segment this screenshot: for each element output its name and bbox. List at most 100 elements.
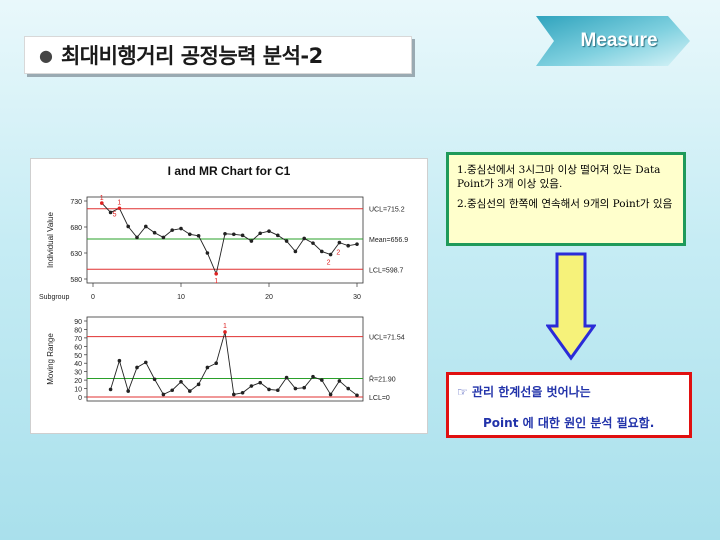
individual-ytick-label: 730: [70, 199, 82, 206]
i-mr-chart: I and MR Chart for C1 580 630 680 730 Individ…: [30, 158, 428, 434]
moving-range-ytick-label: 70: [74, 336, 82, 343]
individual-annotation: 1: [100, 195, 104, 202]
moving-range-data-point: [267, 387, 271, 392]
moving-range-ytick-label: 0: [78, 395, 82, 402]
moving-range-data-point: [126, 389, 130, 393]
individual-data-point: [108, 210, 113, 215]
individual-data-point: [232, 232, 236, 237]
xtick-label: 10: [177, 294, 185, 301]
moving-range-data-point: [293, 386, 298, 391]
individual-data-point: [196, 234, 201, 238]
moving-range-ytick-label: 90: [74, 319, 82, 326]
moving-range-data-point: [320, 378, 324, 382]
moving-range-data-point: [188, 389, 192, 393]
moving-range-data-point: [170, 388, 174, 393]
measure-label: Measure: [580, 30, 658, 51]
individual-data-point: [179, 226, 183, 231]
moving-range-data-point: [214, 361, 218, 366]
moving-range-ytick-label: 80: [74, 327, 82, 334]
conclusion-line-1: ☞ 관리 한계선을 벗어나는: [457, 385, 591, 399]
moving-range-ytick-label: 40: [74, 361, 82, 368]
moving-range-ucl-label: UCL=71.54: [369, 335, 405, 342]
individual-ytick-label: 680: [70, 225, 82, 232]
moving-range-data-point: [108, 387, 113, 392]
moving-range-annotation: 1: [223, 323, 227, 330]
individual-data-point: [223, 231, 227, 236]
moving-range-data-point: [249, 384, 254, 388]
moving-range-data-point: [196, 382, 201, 387]
individual-data-point: [258, 231, 262, 236]
measure-badge: Measure: [528, 16, 690, 66]
finding-2: 2.중심선의 한쪽에 연속해서 9개의 Point가 있음: [457, 198, 673, 210]
individual-data-point: [302, 236, 307, 241]
moving-range-ylabel: Moving Range: [46, 333, 55, 385]
slide-title-box: ● 최대비행거리 공정능력 분석-2: [24, 36, 412, 74]
individual-data-point: [152, 230, 157, 235]
individual-ytick-label: 580: [70, 277, 82, 284]
moving-range-data-point: [152, 377, 157, 382]
xtick-label: 30: [353, 294, 361, 301]
moving-range-data-point: [205, 365, 210, 370]
xtick-label: 20: [265, 294, 273, 301]
moving-range-data-point: [337, 379, 342, 383]
moving-range-center-label: R̄=21.90: [369, 375, 396, 383]
individual-annotation: 2: [336, 250, 340, 257]
individual-lcl-label: LCL=598.7: [369, 267, 404, 274]
conclusion-line-2: Point 에 대한 원인 분석 필요함.: [483, 416, 655, 430]
individual-center-label: Mean=656.9: [369, 237, 408, 244]
individual-ylabel: Individual Value: [46, 212, 55, 268]
individual-data-point: [170, 228, 174, 232]
measure-arrow-shape: [536, 16, 690, 66]
individual-data-point: [284, 239, 289, 243]
individual-data-point: [328, 252, 333, 257]
individual-data-point: [267, 229, 271, 233]
individual-data-point: [214, 272, 218, 276]
individual-data-point: [276, 233, 280, 238]
individual-ytick-label: 630: [70, 251, 82, 258]
individual-data-point: [126, 224, 130, 229]
individual-data-point: [346, 243, 351, 248]
moving-range-data-point: [223, 330, 227, 334]
moving-range-data-point: [144, 360, 148, 365]
individual-plot-frame: [86, 196, 364, 284]
individual-annotation: 2: [327, 260, 331, 267]
individual-data-point: [240, 233, 245, 238]
individual-data-point: [293, 249, 298, 254]
moving-range-ytick-label: 20: [74, 378, 82, 385]
subgroup-label: Subgroup: [39, 294, 69, 301]
conclusion-box: ☞ 관리 한계선을 벗어나는 Point 에 대한 원인 분석 필요함.: [446, 372, 692, 438]
individual-annotation: 1: [117, 199, 121, 206]
moving-range-data-point: [135, 365, 139, 370]
moving-range-data-point: [355, 393, 359, 398]
moving-range-ytick-label: 50: [74, 353, 82, 360]
individual-ucl-label: UCL=715.2: [369, 207, 405, 214]
moving-range-data-point: [346, 386, 351, 391]
individual-data-point: [161, 235, 166, 240]
title-bullet: ●: [39, 45, 53, 65]
individual-data-point: [117, 206, 122, 211]
individual-data-point: [355, 242, 359, 246]
moving-range-data-point: [258, 380, 262, 385]
individual-data-point: [205, 251, 210, 255]
moving-range-data-point: [284, 375, 289, 380]
i-mr-chart-svg: I and MR Chart for C1580630680730Individ…: [39, 164, 408, 402]
individual-data-point: [311, 241, 315, 245]
moving-range-data-point: [179, 380, 183, 384]
individual-data-point: [188, 232, 192, 237]
individual-data-point: [135, 235, 139, 240]
moving-range-data-point: [328, 392, 333, 397]
individual-data-point: [320, 249, 324, 254]
moving-range-ytick-label: 10: [74, 387, 82, 394]
moving-range-data-point: [276, 388, 280, 393]
moving-range-data-point: [161, 392, 166, 397]
moving-range-data-point: [232, 392, 236, 397]
individual-annotation: 5: [113, 211, 117, 218]
chart-title: I and MR Chart for C1: [168, 164, 291, 178]
down-arrow-icon: [546, 252, 596, 361]
xtick-label: 0: [91, 294, 95, 301]
individual-data-point: [144, 224, 148, 229]
moving-range-data-point: [240, 390, 245, 395]
individual-annotation: 1: [214, 278, 218, 285]
findings-box: 1.중심선에서 3시그마 이상 떨어져 있는 Data Point가 3개 이상…: [446, 152, 686, 246]
moving-range-ytick-label: 30: [74, 370, 82, 377]
